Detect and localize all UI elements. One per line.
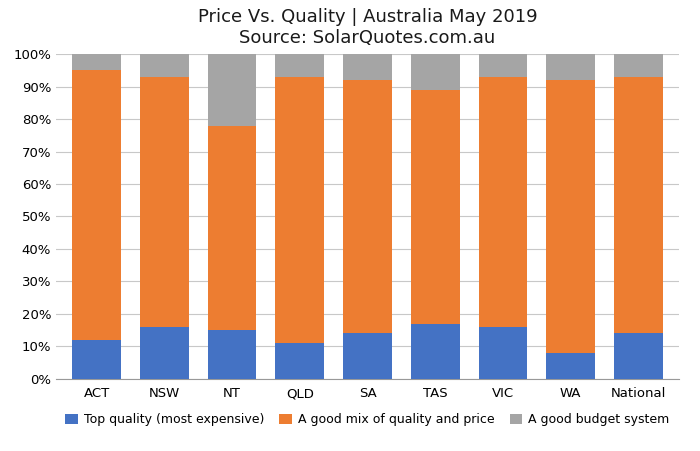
- Bar: [72, 54, 121, 70]
- Title: Price Vs. Quality | Australia May 2019
Source: SolarQuotes.com.au: Price Vs. Quality | Australia May 2019 S…: [197, 8, 538, 47]
- Bar: [208, 330, 256, 379]
- Bar: [411, 90, 460, 324]
- Bar: [275, 77, 324, 343]
- Bar: [275, 343, 324, 379]
- Bar: [479, 327, 527, 379]
- Bar: [546, 353, 595, 379]
- Bar: [546, 80, 595, 353]
- Bar: [140, 77, 189, 327]
- Bar: [208, 125, 256, 330]
- Bar: [479, 77, 527, 327]
- Bar: [208, 54, 256, 125]
- Bar: [343, 333, 392, 379]
- Bar: [140, 327, 189, 379]
- Bar: [140, 54, 189, 77]
- Legend: Top quality (most expensive), A good mix of quality and price, A good budget sys: Top quality (most expensive), A good mix…: [60, 408, 675, 431]
- Bar: [614, 54, 663, 77]
- Bar: [614, 333, 663, 379]
- Bar: [411, 54, 460, 90]
- Bar: [546, 54, 595, 80]
- Bar: [72, 70, 121, 340]
- Bar: [72, 340, 121, 379]
- Bar: [343, 54, 392, 80]
- Bar: [275, 54, 324, 77]
- Bar: [343, 80, 392, 333]
- Bar: [411, 324, 460, 379]
- Bar: [614, 77, 663, 333]
- Bar: [479, 54, 527, 77]
